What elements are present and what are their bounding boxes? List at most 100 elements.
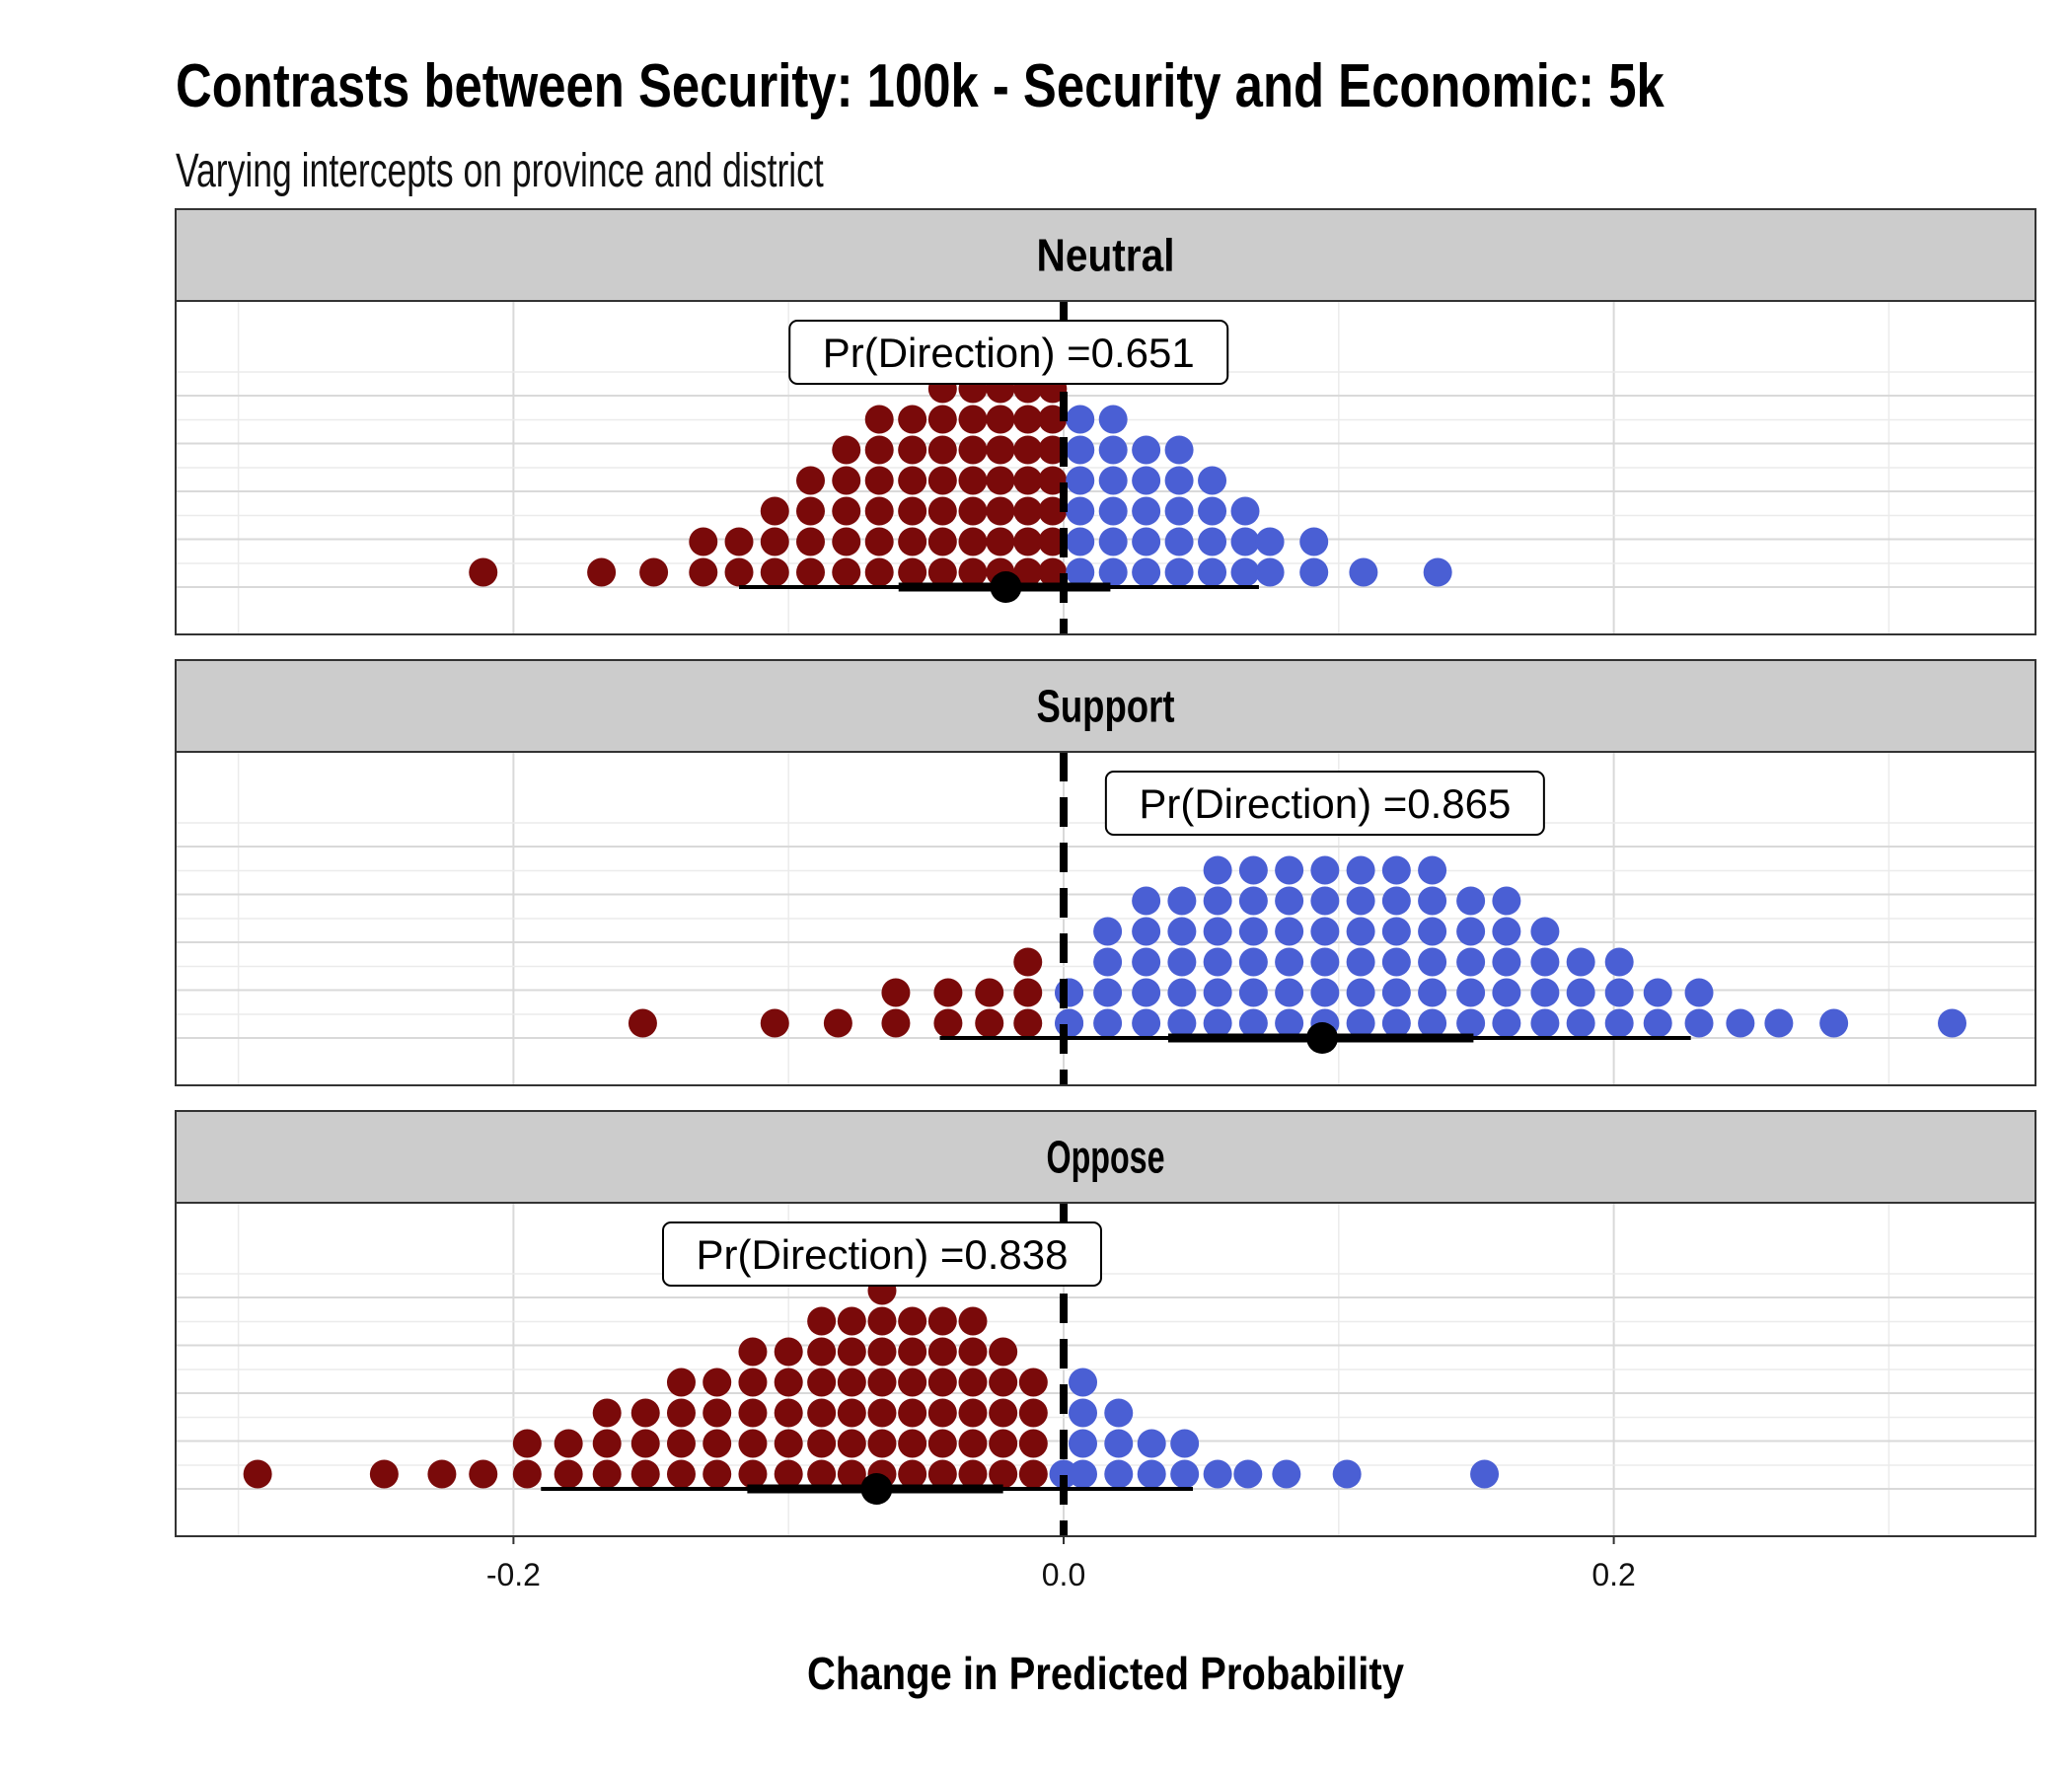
dot-point bbox=[469, 1459, 498, 1489]
dot-point bbox=[738, 1459, 768, 1489]
dot-point bbox=[1819, 1008, 1849, 1038]
dot-point bbox=[958, 527, 988, 556]
dot-point bbox=[1132, 917, 1161, 946]
dot-point bbox=[1098, 466, 1128, 495]
dot-point bbox=[1093, 917, 1123, 946]
dot-point bbox=[1203, 1459, 1232, 1489]
dot-point bbox=[1418, 1008, 1447, 1038]
dot-point bbox=[1203, 855, 1232, 885]
dot-point bbox=[1684, 978, 1714, 1007]
x-tick-label: 0.0 bbox=[1042, 1557, 1085, 1592]
dot-point bbox=[1456, 947, 1486, 977]
dot-point bbox=[512, 1459, 542, 1489]
facet-strip bbox=[175, 659, 2036, 753]
dot-point bbox=[738, 1429, 768, 1458]
dot-point bbox=[666, 1429, 696, 1458]
dot-point bbox=[1167, 886, 1197, 916]
dot-point bbox=[1198, 466, 1227, 495]
dot-point bbox=[898, 466, 927, 495]
dot-point bbox=[1275, 947, 1304, 977]
dot-point bbox=[1423, 557, 1452, 587]
dot-point bbox=[1238, 855, 1268, 885]
dot-point bbox=[1098, 405, 1128, 434]
dot-point bbox=[864, 435, 894, 465]
dot-point bbox=[837, 1398, 866, 1428]
dot-point bbox=[933, 978, 963, 1007]
dot-point bbox=[881, 1008, 911, 1038]
chart-title: Contrasts between Security: 100k - Secur… bbox=[176, 52, 1665, 120]
dot-point bbox=[837, 1368, 866, 1397]
dot-point bbox=[1492, 886, 1521, 916]
annotation-text: Pr(Direction) =0.838 bbox=[696, 1231, 1068, 1278]
dot-point bbox=[1346, 917, 1375, 946]
dot-point bbox=[1381, 886, 1411, 916]
dot-point bbox=[1013, 466, 1043, 495]
dot-point bbox=[1418, 947, 1447, 977]
dot-point bbox=[958, 1306, 988, 1336]
dot-point bbox=[927, 1459, 957, 1489]
dot-point bbox=[898, 1459, 927, 1489]
dot-point bbox=[1418, 917, 1447, 946]
dot-point bbox=[898, 1429, 927, 1458]
annotation-box bbox=[788, 320, 1229, 385]
dot-point bbox=[1167, 917, 1197, 946]
dot-point bbox=[1013, 435, 1043, 465]
dot-point bbox=[703, 1459, 732, 1489]
facet-strip bbox=[175, 1110, 2036, 1204]
dot-point bbox=[958, 1429, 988, 1458]
dot-point bbox=[1604, 1008, 1634, 1038]
dot-point bbox=[1066, 496, 1095, 526]
dot-point bbox=[975, 1008, 1004, 1038]
dot-point bbox=[832, 435, 861, 465]
dot-point bbox=[1310, 978, 1340, 1007]
dot-point bbox=[1418, 886, 1447, 916]
dot-point bbox=[927, 496, 957, 526]
dot-point bbox=[1684, 1008, 1714, 1038]
dot-point bbox=[1013, 496, 1043, 526]
dot-point bbox=[881, 978, 911, 1007]
dot-point bbox=[1098, 557, 1128, 587]
dot-point bbox=[1346, 947, 1375, 977]
dot-point bbox=[1230, 527, 1260, 556]
dot-point bbox=[1230, 496, 1260, 526]
dot-point bbox=[933, 1008, 963, 1038]
dot-point bbox=[1418, 978, 1447, 1007]
dot-point bbox=[628, 1008, 657, 1038]
dot-point bbox=[837, 1337, 866, 1367]
dot-point bbox=[1346, 978, 1375, 1007]
dot-point bbox=[1198, 527, 1227, 556]
dot-point bbox=[1764, 1008, 1794, 1038]
dot-point bbox=[1198, 557, 1227, 587]
dot-point bbox=[512, 1429, 542, 1458]
dot-point bbox=[898, 1337, 927, 1367]
facet-strip-label: Neutral bbox=[1037, 230, 1175, 281]
dot-point bbox=[738, 1337, 768, 1367]
dot-point bbox=[958, 405, 988, 434]
dot-point bbox=[986, 466, 1015, 495]
dot-point bbox=[927, 527, 957, 556]
dot-point bbox=[1349, 557, 1378, 587]
dot-point bbox=[958, 435, 988, 465]
dot-point bbox=[1018, 1398, 1048, 1428]
dot-point bbox=[1104, 1429, 1134, 1458]
dot-point bbox=[1530, 1008, 1560, 1038]
annotation-text: Pr(Direction) =0.865 bbox=[1139, 780, 1511, 827]
dot-point bbox=[1013, 405, 1043, 434]
dot-point bbox=[864, 527, 894, 556]
dot-point bbox=[666, 1368, 696, 1397]
dot-point bbox=[1164, 435, 1194, 465]
dot-point bbox=[1566, 947, 1595, 977]
dot-point bbox=[760, 1008, 789, 1038]
facet-strip-label: Oppose bbox=[1047, 1132, 1165, 1183]
dot-point bbox=[1299, 527, 1329, 556]
dot-point bbox=[1332, 1459, 1362, 1489]
dot-point bbox=[927, 1429, 957, 1458]
dot-point bbox=[832, 496, 861, 526]
dot-point bbox=[592, 1459, 622, 1489]
dot-point bbox=[837, 1459, 866, 1489]
dot-point bbox=[1069, 1398, 1098, 1428]
dot-point bbox=[796, 496, 826, 526]
dot-point bbox=[1013, 527, 1043, 556]
dot-point bbox=[738, 1368, 768, 1397]
dot-point bbox=[1132, 947, 1161, 977]
